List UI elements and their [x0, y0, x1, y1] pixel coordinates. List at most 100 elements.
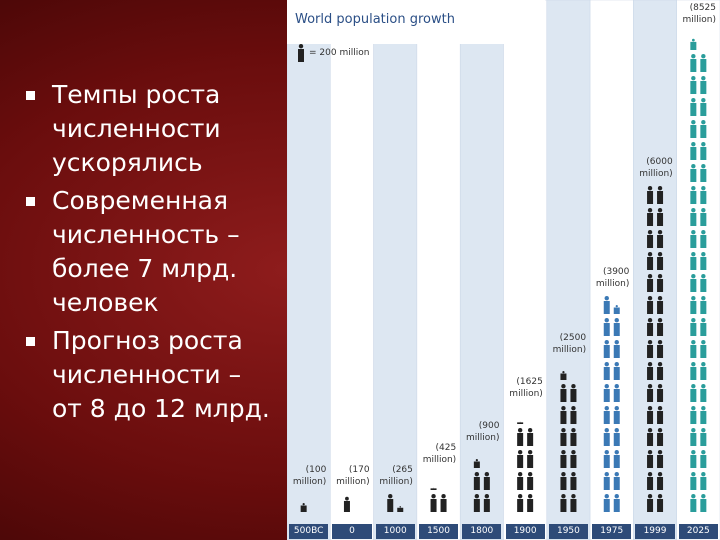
- column-band: [330, 0, 374, 540]
- person-head: [302, 503, 305, 506]
- person-head: [614, 340, 619, 345]
- person-head: [571, 494, 576, 499]
- person-head: [441, 494, 446, 499]
- person-body: [657, 323, 664, 336]
- person-head: [657, 296, 663, 301]
- person-body: [570, 411, 577, 424]
- person-body: [603, 301, 610, 314]
- person-body: [560, 373, 567, 380]
- icon-stack: [300, 503, 307, 512]
- person-body: [657, 477, 664, 490]
- column-band: [373, 0, 418, 540]
- column-band: [546, 0, 591, 540]
- person-body: [560, 477, 567, 490]
- person-body: [603, 455, 610, 468]
- person-head: [701, 472, 706, 477]
- person-body: [647, 455, 654, 468]
- person-body: [517, 477, 524, 490]
- person-head: [647, 274, 653, 279]
- person-body: [690, 411, 697, 424]
- person-body: [657, 191, 664, 204]
- person-head: [691, 186, 696, 191]
- person-head: [691, 274, 696, 279]
- person-body: [613, 307, 620, 314]
- person-body: [560, 411, 567, 424]
- person-head: [527, 428, 533, 433]
- person-body: [300, 505, 307, 512]
- category-label: 1500: [418, 524, 459, 539]
- person-body: [430, 488, 437, 490]
- category-label: 1999: [635, 524, 675, 539]
- bullet: Темпы роста численности ускорялись: [22, 78, 277, 180]
- person-body: [647, 345, 654, 358]
- person-body: [387, 499, 394, 512]
- person-head: [484, 472, 490, 477]
- icon-stack: [473, 459, 490, 512]
- person-head: [604, 362, 609, 367]
- person-body: [613, 323, 620, 336]
- person-body: [690, 433, 697, 446]
- person-head: [614, 384, 619, 389]
- person-body: [690, 345, 697, 358]
- person-body: [700, 59, 707, 72]
- person-body: [473, 499, 480, 512]
- person-body: [690, 191, 697, 204]
- category-label: 1800: [462, 524, 502, 539]
- person-body: [613, 367, 620, 380]
- person-body: [700, 169, 707, 182]
- person-body: [570, 477, 577, 490]
- person-body: [690, 147, 697, 160]
- person-body: [690, 81, 697, 94]
- person-head: [647, 318, 653, 323]
- value-label: (1625 million): [509, 377, 543, 399]
- column-band: [633, 0, 677, 540]
- person-body: [647, 301, 654, 314]
- person-body: [613, 389, 620, 402]
- value-label: (8525 million): [682, 3, 717, 25]
- icon-stack: [647, 186, 664, 512]
- person-body: [657, 301, 664, 314]
- person-body: [613, 499, 620, 512]
- person-head: [647, 296, 653, 301]
- person-body: [647, 235, 654, 248]
- person-body: [657, 279, 664, 292]
- person-head: [571, 384, 576, 389]
- chart-title: World population growth: [295, 12, 455, 27]
- person-head: [701, 230, 706, 235]
- bullet: Прогноз роста численности – от 8 до 12 м…: [22, 324, 277, 426]
- person-head: [604, 428, 609, 433]
- person-body: [397, 507, 404, 512]
- person-body: [560, 455, 567, 468]
- person-body: [647, 411, 654, 424]
- person-body: [570, 499, 577, 512]
- person-head: [604, 384, 609, 389]
- person-head: [517, 450, 523, 455]
- person-head: [561, 494, 566, 499]
- person-body: [690, 499, 697, 512]
- person-body: [690, 59, 697, 72]
- person-body: [700, 125, 707, 138]
- person-head: [517, 472, 523, 477]
- person-head: [691, 252, 696, 257]
- person-head: [701, 252, 706, 257]
- person-head: [561, 384, 566, 389]
- person-body: [700, 411, 707, 424]
- person-head: [571, 472, 576, 477]
- person-head: [691, 208, 696, 213]
- person-body: [613, 345, 620, 358]
- person-body: [603, 433, 610, 446]
- person-body: [570, 455, 577, 468]
- person-body: [560, 389, 567, 402]
- person-head: [657, 406, 663, 411]
- person-head: [657, 318, 663, 323]
- category-label: 1950: [548, 524, 589, 539]
- person-head: [657, 494, 663, 499]
- person-head: [657, 450, 663, 455]
- value-label: (3900 million): [595, 267, 630, 289]
- person-body: [700, 367, 707, 380]
- chart-panel: World population growth = 200 million (1…: [287, 0, 720, 540]
- person-head: [475, 459, 478, 462]
- bullet-text: Темпы роста численности ускорялись: [52, 80, 221, 177]
- person-head: [527, 494, 533, 499]
- person-body: [647, 433, 654, 446]
